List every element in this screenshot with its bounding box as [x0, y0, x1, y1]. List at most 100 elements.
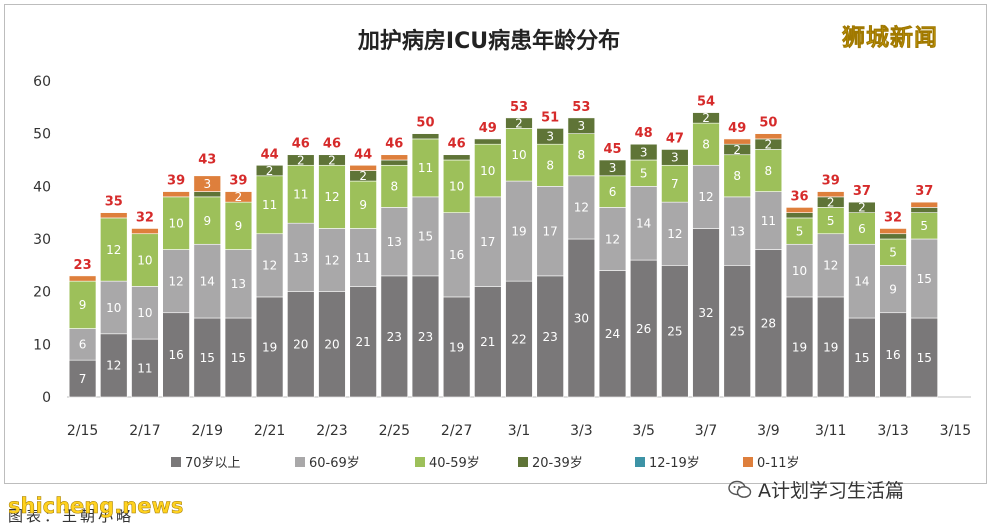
bar-segment-70plus [131, 338, 159, 398]
bar-segment-label: 10 [106, 301, 121, 315]
bar-segment-40_59 [162, 196, 190, 250]
source-line: 图表：王朝小略 [8, 507, 135, 525]
bar-segment-label: 19 [449, 340, 464, 354]
x-tick-label: 2/27 [441, 423, 472, 439]
bar-segment-60_69 [661, 201, 689, 266]
bar-total-label: 39 [822, 174, 840, 189]
bar-segment-60_69 [131, 286, 159, 340]
bar-total-label: 43 [198, 153, 216, 168]
bar-total-label: 32 [884, 210, 902, 225]
bar-stack: 23 17 8 3 [536, 128, 564, 398]
bar-total-label: 36 [791, 189, 809, 204]
bar-segment-0_11 [817, 191, 845, 198]
bar-segment-label: 9 [235, 219, 243, 233]
bar-stack: 26 14 5 3 [629, 143, 658, 398]
x-tick-label: 3/1 [508, 423, 531, 439]
bar-segment-label: 6 [858, 222, 866, 236]
bar-segment-label: 23 [418, 330, 433, 344]
y-tick-label: 30 [33, 232, 51, 248]
bar-segment-40_59 [598, 175, 627, 208]
bar-segment-60_69 [68, 328, 97, 361]
bar-segment-70plus [68, 359, 97, 398]
x-tick-label: 3/9 [757, 423, 780, 439]
bar-segment-label: 5 [640, 166, 648, 180]
bar-segment-40_59 [817, 207, 845, 235]
bar-segment-label: 17 [543, 224, 558, 238]
bar-segment-label: 25 [730, 324, 745, 338]
bar-segment-60_69 [100, 280, 128, 335]
bar-segment-40_59 [255, 175, 284, 235]
bar-segment-label: 16 [449, 248, 464, 262]
bar-total-label: 39 [229, 174, 247, 189]
bar-segment-40_59 [193, 196, 221, 245]
bar-segment-70plus [255, 296, 284, 398]
x-tick-label: 3/15 [940, 423, 971, 439]
y-tick-label: 40 [33, 179, 51, 195]
bar-segment-label: 11 [137, 361, 152, 375]
bar-segment-0_11 [131, 228, 159, 235]
bar-total-label: 51 [541, 110, 559, 125]
legend-label: 70岁以上 [185, 456, 241, 471]
bar-stack: 19 10 5 [785, 207, 814, 398]
bar-segment-60_69 [505, 180, 533, 282]
bar-segment-label: 11 [293, 188, 308, 202]
bar-segment-60_69 [162, 249, 190, 314]
bar-segment-20_39 [287, 154, 315, 166]
y-tick-label: 10 [33, 337, 51, 353]
bar-segment-label: 11 [761, 214, 776, 228]
chart-legend: 70岁以上 60-69岁 40-59岁 20-39岁 12-19岁 0-11岁 [171, 456, 800, 471]
bar-total-label: 23 [74, 258, 92, 273]
bar-segment-60_69 [598, 207, 627, 271]
bar-segment-40_59 [474, 143, 502, 198]
x-tick-label: 2/19 [192, 423, 223, 439]
bar-stack: 20 12 12 2 [318, 153, 346, 398]
bar-segment-0_11 [785, 207, 814, 213]
bar-total-label: 50 [759, 116, 777, 131]
bar-segment-70plus [754, 249, 783, 398]
bar-segment-70plus [193, 317, 221, 398]
bar-segment-label: 25 [667, 324, 682, 338]
bar-segment-40_59 [536, 143, 564, 187]
bar-segment-0_11 [723, 138, 751, 145]
bar-segment-70plus [162, 312, 190, 398]
bar-segment-40_59 [100, 217, 128, 282]
bar-segment-40_59 [287, 164, 315, 224]
bar-segment-label: 5 [889, 245, 897, 259]
bar-segment-label: 11 [355, 251, 370, 265]
bar-segment-label: 2 [765, 138, 773, 152]
bar-segment-60_69 [754, 191, 783, 250]
bar-segment-label: 12 [262, 259, 277, 273]
bar-segment-label: 12 [667, 227, 682, 241]
bar-segment-70plus [817, 296, 845, 398]
bar-segment-label: 10 [137, 306, 152, 320]
bar-segment-label: 12 [605, 232, 620, 246]
bar-segment-40_59 [879, 238, 907, 266]
bar-segment-label: 19 [792, 340, 807, 354]
bar-segment-label: 14 [854, 274, 869, 288]
bar-segment-label: 16 [885, 348, 900, 362]
bar-total-label: 53 [510, 100, 528, 115]
bar-segment-label: 23 [387, 330, 402, 344]
bar-segment-40_59 [661, 164, 689, 203]
bar-segment-label: 11 [418, 161, 433, 175]
bar-segment-label: 19 [823, 340, 838, 354]
bar-segment-60_69 [567, 175, 596, 240]
x-tick-label: 3/13 [877, 423, 908, 439]
bar-segment-60_69 [817, 233, 845, 298]
bar-total-label: 35 [105, 195, 123, 210]
bar-segment-label: 8 [578, 148, 586, 162]
bar-segment-label: 26 [636, 322, 651, 336]
y-tick-label: 50 [33, 127, 51, 143]
bar-segment-label: 3 [546, 130, 554, 144]
x-tick-label: 2/25 [379, 423, 410, 439]
bar-total-label: 46 [448, 137, 466, 152]
bar-segment-0_11 [910, 201, 938, 208]
bar-stack: 24 12 6 3 [598, 159, 627, 398]
bar-segment-40_59 [692, 122, 720, 166]
bar-segment-label: 6 [609, 185, 617, 199]
bar-segment-70plus [536, 275, 564, 398]
bar-segment-40_59 [68, 280, 97, 329]
bar-total-label: 47 [666, 131, 684, 146]
watermark-top: 狮城新闻 [842, 25, 938, 52]
